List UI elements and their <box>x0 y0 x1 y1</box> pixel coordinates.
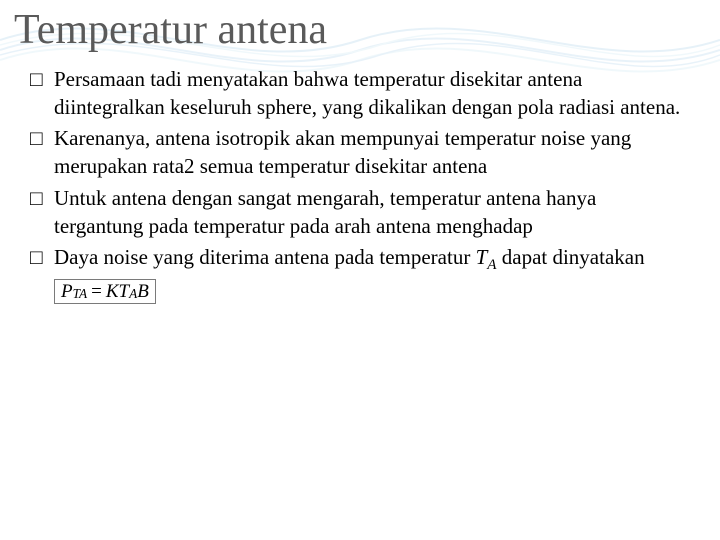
content-area: □ Persamaan tadi menyatakan bahwa temper… <box>0 54 720 304</box>
formula-row: PTA=KTAB <box>54 279 156 304</box>
equals-sign: = <box>91 282 102 301</box>
bullet-text-trailing: dapat dinyatakan <box>497 245 645 269</box>
bullet-text: Untuk antena dengan sangat mengarah, tem… <box>54 185 690 240</box>
variable-symbol: T <box>476 245 488 269</box>
list-item: □ Karenanya, antena isotropik akan mempu… <box>30 125 690 180</box>
formula-box: PTA=KTAB <box>54 279 156 304</box>
bullet-text: Persamaan tadi menyatakan bahwa temperat… <box>54 66 690 121</box>
page-title: Temperatur antena <box>0 0 720 54</box>
list-item: □ Persamaan tadi menyatakan bahwa temper… <box>30 66 690 121</box>
list-item: □ Untuk antena dengan sangat mengarah, t… <box>30 185 690 240</box>
bullet-marker-icon: □ <box>30 66 54 94</box>
list-item: □ Daya noise yang diterima antena pada t… <box>30 244 690 304</box>
bullet-marker-icon: □ <box>30 185 54 213</box>
variable-subscript: A <box>487 258 496 274</box>
formula-rhs: KT <box>106 282 129 301</box>
bullet-marker-icon: □ <box>30 125 54 153</box>
bullet-marker-icon: □ <box>30 244 54 272</box>
bullet-text: Daya noise yang diterima antena pada tem… <box>54 244 690 304</box>
formula-lhs-symbol: P <box>61 282 73 301</box>
bullet-text: Karenanya, antena isotropik akan mempuny… <box>54 125 690 180</box>
bullet-text-leading: Daya noise yang diterima antena pada tem… <box>54 245 476 269</box>
slide: Temperatur antena □ Persamaan tadi menya… <box>0 0 720 540</box>
formula-rhs-subscript: A <box>129 287 137 300</box>
formula-rhs-tail: B <box>137 282 149 301</box>
formula-lhs-subscript: TA <box>73 287 88 300</box>
